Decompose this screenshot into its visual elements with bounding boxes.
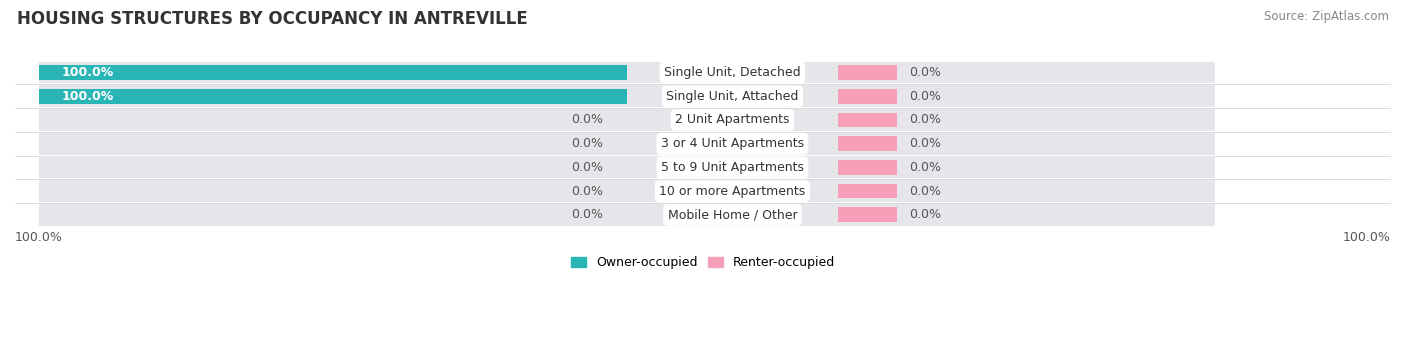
- Text: 0.0%: 0.0%: [908, 90, 941, 103]
- Text: 100.0%: 100.0%: [62, 90, 114, 103]
- Bar: [838, 113, 897, 127]
- Text: 0.0%: 0.0%: [908, 161, 941, 174]
- Bar: [38, 65, 627, 80]
- Bar: [38, 180, 1215, 202]
- Text: 100.0%: 100.0%: [15, 231, 63, 244]
- Text: 5 to 9 Unit Apartments: 5 to 9 Unit Apartments: [661, 161, 804, 174]
- Bar: [838, 207, 897, 222]
- Text: Single Unit, Attached: Single Unit, Attached: [666, 90, 799, 103]
- Bar: [838, 65, 897, 80]
- Text: HOUSING STRUCTURES BY OCCUPANCY IN ANTREVILLE: HOUSING STRUCTURES BY OCCUPANCY IN ANTRE…: [17, 10, 527, 28]
- Text: Source: ZipAtlas.com: Source: ZipAtlas.com: [1264, 10, 1389, 23]
- Text: 0.0%: 0.0%: [571, 114, 603, 127]
- Text: 2 Unit Apartments: 2 Unit Apartments: [675, 114, 790, 127]
- Text: 100.0%: 100.0%: [1343, 231, 1391, 244]
- Text: 0.0%: 0.0%: [571, 137, 603, 150]
- Text: 0.0%: 0.0%: [571, 184, 603, 198]
- Bar: [38, 157, 1215, 178]
- Bar: [38, 133, 1215, 154]
- Text: 0.0%: 0.0%: [571, 208, 603, 221]
- Text: 0.0%: 0.0%: [908, 208, 941, 221]
- Bar: [838, 184, 897, 198]
- Text: 0.0%: 0.0%: [908, 184, 941, 198]
- Text: 0.0%: 0.0%: [908, 114, 941, 127]
- Bar: [838, 136, 897, 151]
- Bar: [38, 62, 1215, 84]
- Text: Single Unit, Detached: Single Unit, Detached: [664, 66, 800, 79]
- Text: 0.0%: 0.0%: [908, 66, 941, 79]
- Text: Mobile Home / Other: Mobile Home / Other: [668, 208, 797, 221]
- Legend: Owner-occupied, Renter-occupied: Owner-occupied, Renter-occupied: [567, 251, 839, 275]
- Bar: [838, 89, 897, 104]
- Text: 10 or more Apartments: 10 or more Apartments: [659, 184, 806, 198]
- Bar: [38, 85, 1215, 107]
- Bar: [838, 160, 897, 175]
- Bar: [38, 204, 1215, 226]
- Bar: [38, 89, 627, 104]
- Text: 3 or 4 Unit Apartments: 3 or 4 Unit Apartments: [661, 137, 804, 150]
- Bar: [38, 109, 1215, 131]
- Text: 0.0%: 0.0%: [908, 137, 941, 150]
- Text: 0.0%: 0.0%: [571, 161, 603, 174]
- Text: 100.0%: 100.0%: [62, 66, 114, 79]
